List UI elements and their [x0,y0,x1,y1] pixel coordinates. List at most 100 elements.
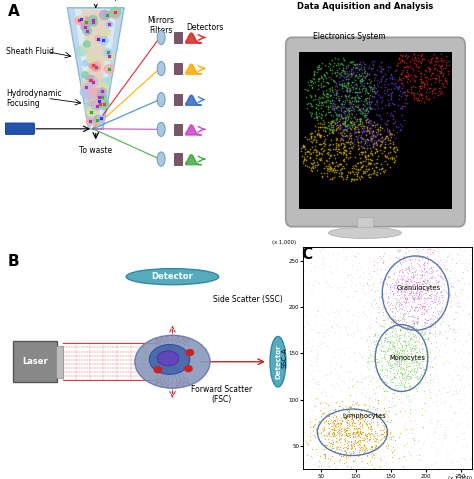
Point [334,381,341,389]
Point [413,290,421,297]
Point [374,309,382,317]
Point [347,143,355,150]
Point [360,401,367,409]
Point [352,447,360,455]
Point [332,135,340,142]
Point [380,250,388,257]
Point [439,361,447,368]
Point [348,445,356,452]
Point [344,444,351,452]
Point [419,55,426,63]
Point [322,123,330,131]
Point [387,353,394,361]
Point [315,113,323,120]
Point [340,459,348,467]
Point [339,55,347,62]
Point [400,373,408,381]
Point [317,66,324,73]
Point [409,347,417,355]
Point [335,425,342,433]
Point [407,259,414,266]
Point [385,126,392,134]
Point [347,58,355,66]
Point [306,368,313,376]
Point [411,338,419,345]
Circle shape [78,16,84,22]
Point [369,280,377,288]
Point [456,318,463,325]
Point [331,328,338,336]
Point [394,342,402,350]
Point [412,420,420,428]
Point [398,294,405,301]
Point [332,262,340,270]
Point [349,60,357,68]
Point [412,72,420,80]
Point [354,419,362,426]
Point [427,59,434,67]
Point [372,341,380,348]
Point [377,419,385,426]
Point [342,124,349,131]
Point [351,93,359,101]
Point [463,400,470,408]
Point [365,332,373,340]
Point [346,420,353,427]
Point [382,420,390,428]
Point [411,290,419,297]
Point [397,387,405,394]
Point [341,379,349,387]
Point [323,69,331,77]
Point [337,120,344,128]
Point [354,428,361,436]
Point [425,312,432,319]
Point [340,119,347,126]
Point [389,352,397,360]
Point [419,277,427,285]
Point [344,433,351,440]
Point [424,316,432,323]
Point [404,257,412,264]
Point [410,338,418,346]
Point [311,91,319,99]
Point [353,425,361,433]
Point [383,124,391,131]
Point [410,290,417,297]
Point [412,279,419,286]
Point [374,111,382,119]
Point [322,103,330,110]
Point [391,312,399,319]
Point [366,80,374,87]
Point [328,168,336,175]
Point [421,395,428,402]
Point [397,363,404,371]
Point [414,89,421,97]
Point [308,81,315,89]
Point [309,336,317,344]
Point [427,357,434,365]
Point [393,393,401,400]
Point [401,255,409,263]
Point [417,327,424,334]
Point [450,387,457,395]
Bar [174,153,182,165]
Point [369,84,377,91]
Point [410,295,417,303]
Point [409,344,416,352]
Point [330,386,338,393]
Point [358,77,366,85]
Point [429,69,437,77]
Point [330,105,338,113]
Point [358,66,366,74]
Point [366,128,374,136]
Point [335,120,342,128]
Point [331,69,338,77]
Point [462,442,470,449]
Point [355,428,362,435]
Point [415,374,423,382]
Point [432,295,439,303]
Point [411,284,419,291]
Point [342,73,349,81]
Point [385,433,392,441]
Point [456,376,463,383]
